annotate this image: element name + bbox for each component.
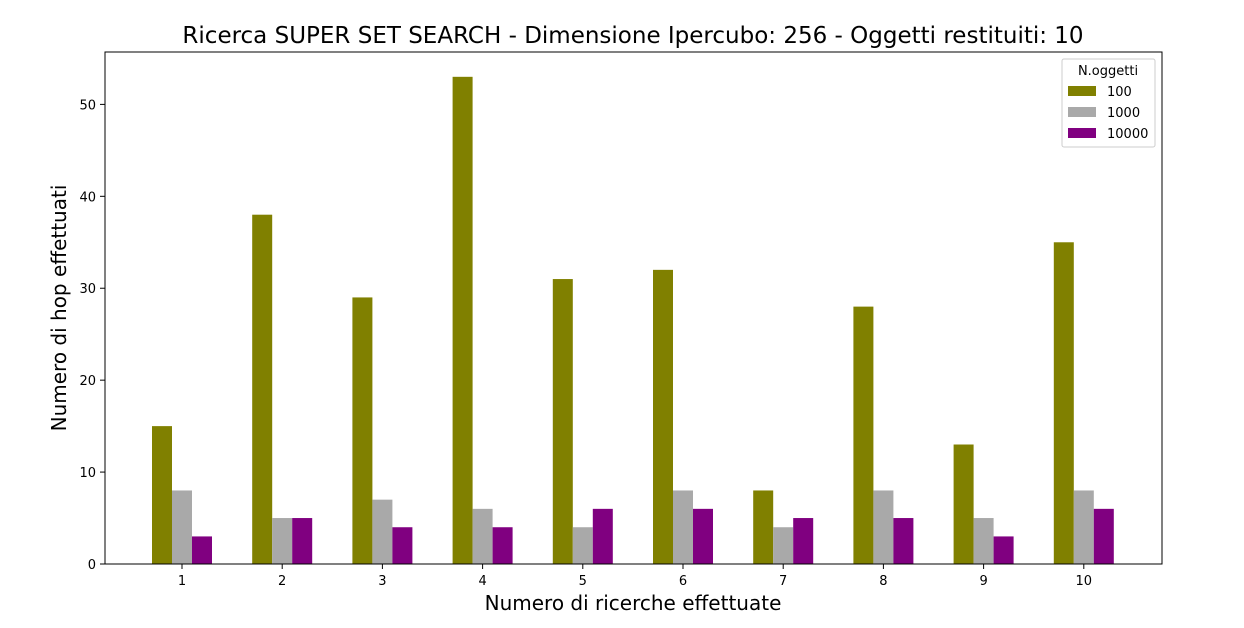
bar-100-5 <box>552 279 573 564</box>
legend-items: 100 1000 10000 <box>1068 85 1148 142</box>
bar-10000-7 <box>793 518 814 564</box>
bar-10000-8 <box>893 518 914 564</box>
plot-frame <box>104 51 1163 565</box>
bar-1000-2 <box>272 518 293 564</box>
legend-swatch-1000 <box>1068 107 1096 117</box>
y-tick-label-10: 10 <box>79 466 96 481</box>
bar-100-8 <box>853 306 874 564</box>
bar-100-3 <box>352 297 373 564</box>
y-tick-label-40: 40 <box>79 190 96 205</box>
bar-10000-1 <box>192 536 212 564</box>
y-tick-label-50: 50 <box>79 98 96 113</box>
y-tick-label-0: 0 <box>88 558 96 573</box>
bar-1000-1 <box>172 490 192 564</box>
bar-1000-4 <box>472 508 493 564</box>
bar-100-9 <box>953 444 974 564</box>
x-tick-label-1: 1 <box>178 574 186 589</box>
x-tick-label-5: 5 <box>579 574 587 589</box>
y-axis-title: Numero di hop effettuati <box>47 185 71 432</box>
legend-label-1000: 1000 <box>1107 106 1140 121</box>
legend-swatch-10000 <box>1068 128 1096 138</box>
legend-swatch-100 <box>1068 86 1096 96</box>
bar-1000-7 <box>773 527 794 564</box>
bar-1000-9 <box>973 518 994 564</box>
x-tick-label-7: 7 <box>779 574 787 589</box>
bar-100-10 <box>1053 242 1074 564</box>
y-tick-label-20: 20 <box>79 374 96 389</box>
bar-10000-3 <box>392 527 413 564</box>
legend: N.oggetti 100 1000 10000 <box>1061 58 1156 148</box>
plot-area: 0 10 20 30 40 50 1 2 3 4 5 6 7 8 9 10 <box>79 51 1163 589</box>
legend-label-10000: 10000 <box>1107 127 1148 142</box>
legend-box <box>1061 58 1156 148</box>
x-tick-label-2: 2 <box>278 574 286 589</box>
bar-1000-8 <box>873 490 894 564</box>
x-tick-label-8: 8 <box>879 574 887 589</box>
bar-10000-9 <box>993 536 1014 564</box>
bar-100-2 <box>252 214 273 564</box>
bar-10000-6 <box>693 508 713 564</box>
legend-label-100: 100 <box>1107 85 1132 100</box>
chart-title: Ricerca SUPER SET SEARCH - Dimensione Ip… <box>182 23 1083 49</box>
bar-10000-5 <box>592 508 613 564</box>
bar-100-4 <box>452 76 473 565</box>
bar-100-1 <box>152 426 172 564</box>
x-tick-label-10: 10 <box>1076 574 1093 589</box>
bar-100-6 <box>653 269 673 564</box>
bar-1000-3 <box>372 499 393 564</box>
x-tick-label-3: 3 <box>378 574 386 589</box>
bar-1000-10 <box>1073 490 1094 564</box>
y-tick-label-30: 30 <box>79 282 96 297</box>
x-tick-label-4: 4 <box>478 574 486 589</box>
bar-10000-10 <box>1093 508 1114 564</box>
bar-1000-5 <box>572 527 593 564</box>
x-tick-label-9: 9 <box>979 574 987 589</box>
bar-100-7 <box>753 490 774 564</box>
bar-10000-2 <box>292 518 313 564</box>
legend-title: N.oggetti <box>1078 64 1138 79</box>
bar-1000-6 <box>673 490 693 564</box>
bar-10000-4 <box>492 527 513 564</box>
x-axis-title: Numero di ricerche effettuate <box>485 591 782 615</box>
x-tick-label-6: 6 <box>679 574 687 589</box>
